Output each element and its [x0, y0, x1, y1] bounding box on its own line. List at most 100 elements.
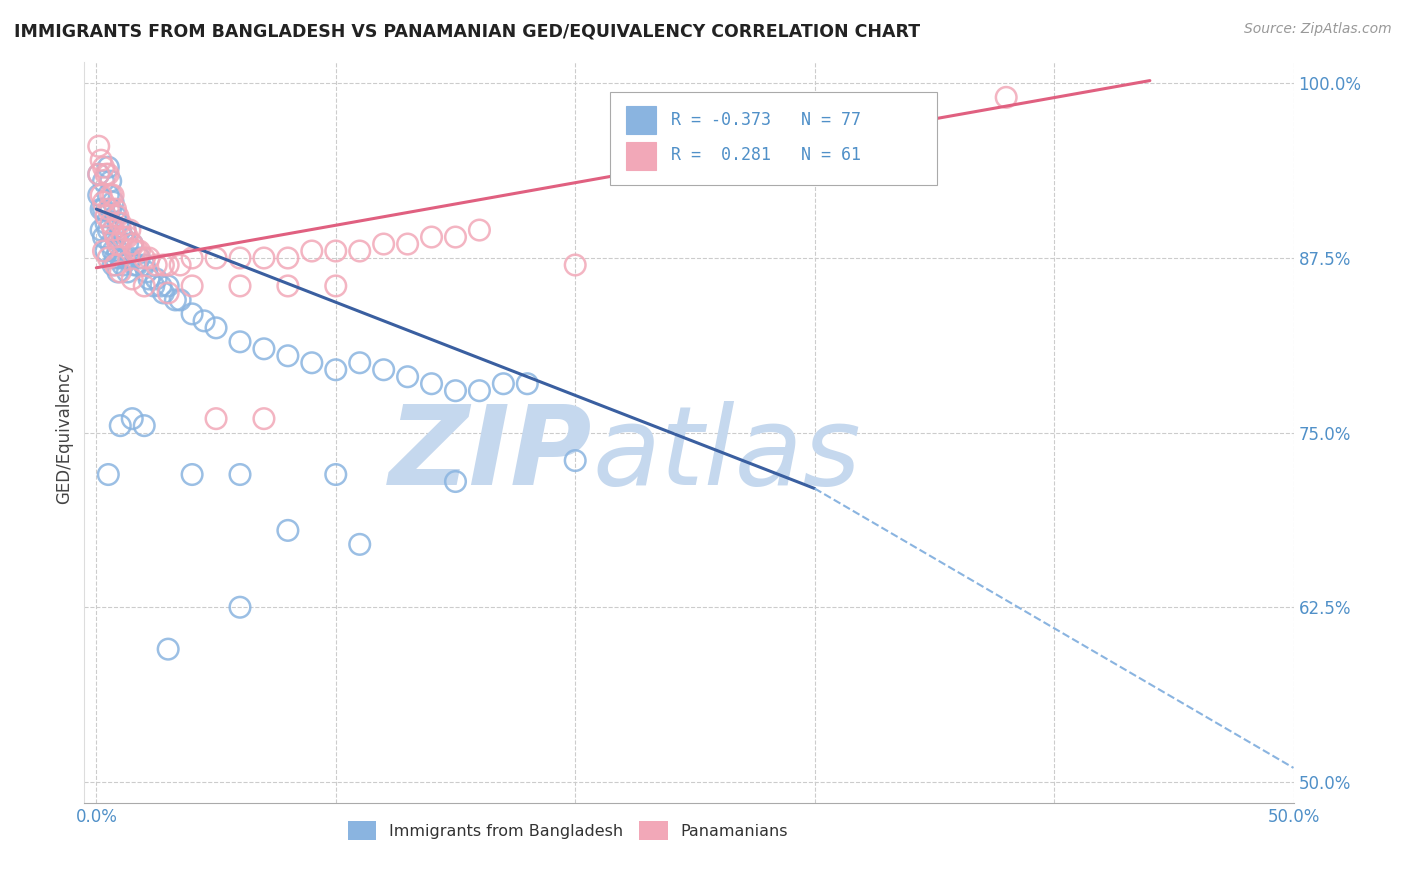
Point — [128, 251, 150, 265]
Legend: Immigrants from Bangladesh, Panamanians: Immigrants from Bangladesh, Panamanians — [342, 814, 794, 847]
Point — [373, 237, 395, 252]
Point — [110, 418, 132, 433]
Point — [564, 453, 586, 467]
Point — [104, 230, 127, 244]
Point — [301, 244, 323, 258]
Point — [94, 216, 117, 230]
Point — [205, 411, 228, 425]
Text: Source: ZipAtlas.com: Source: ZipAtlas.com — [1244, 22, 1392, 37]
Point — [301, 356, 323, 370]
Point — [157, 285, 180, 300]
Point — [117, 237, 139, 252]
Point — [97, 188, 120, 202]
Point — [181, 279, 204, 293]
Point — [94, 209, 117, 223]
Point — [325, 363, 347, 377]
Point — [93, 195, 115, 210]
Point — [90, 153, 112, 168]
Point — [325, 279, 347, 293]
Point — [101, 258, 124, 272]
Point — [349, 537, 371, 551]
Text: IMMIGRANTS FROM BANGLADESH VS PANAMANIAN GED/EQUIVALENCY CORRELATION CHART: IMMIGRANTS FROM BANGLADESH VS PANAMANIAN… — [14, 22, 920, 40]
Point — [100, 216, 122, 230]
Point — [114, 223, 136, 237]
Text: R =  0.281   N = 61: R = 0.281 N = 61 — [671, 146, 860, 164]
Point — [152, 285, 174, 300]
Point — [325, 244, 347, 258]
Point — [121, 272, 143, 286]
Point — [97, 467, 120, 482]
Point — [420, 230, 443, 244]
Point — [145, 272, 167, 286]
Point — [165, 293, 187, 307]
Point — [229, 279, 252, 293]
Point — [396, 237, 419, 252]
FancyBboxPatch shape — [610, 92, 936, 185]
Point — [97, 160, 120, 174]
Point — [93, 174, 115, 188]
Point — [100, 202, 122, 216]
Point — [93, 244, 115, 258]
Y-axis label: GED/Equivalency: GED/Equivalency — [55, 361, 73, 504]
Point — [277, 524, 299, 538]
Point — [134, 279, 156, 293]
Point — [125, 244, 148, 258]
Point — [995, 90, 1018, 104]
Point — [229, 467, 252, 482]
Point — [420, 376, 443, 391]
Bar — [626, 106, 657, 135]
Point — [101, 188, 124, 202]
Point — [111, 258, 134, 272]
Point — [205, 321, 228, 335]
Point — [492, 376, 515, 391]
Point — [101, 223, 124, 237]
Point — [229, 600, 252, 615]
Text: atlas: atlas — [592, 401, 860, 508]
Point — [157, 279, 180, 293]
Point — [114, 251, 136, 265]
Point — [138, 251, 160, 265]
Point — [118, 223, 141, 237]
Point — [101, 223, 124, 237]
Point — [90, 188, 112, 202]
Point — [124, 244, 146, 258]
Bar — [626, 142, 657, 169]
Point — [97, 167, 120, 181]
Point — [181, 251, 204, 265]
Point — [118, 251, 141, 265]
Point — [90, 202, 112, 216]
Point — [100, 237, 122, 252]
Point — [125, 258, 148, 272]
Point — [101, 195, 124, 210]
Point — [152, 258, 174, 272]
Point — [117, 230, 139, 244]
Point — [104, 202, 127, 216]
Point — [277, 251, 299, 265]
Point — [87, 139, 110, 153]
Point — [169, 258, 191, 272]
Point — [114, 223, 136, 237]
Point — [110, 265, 132, 279]
Point — [87, 167, 110, 181]
Point — [93, 202, 115, 216]
Point — [253, 411, 276, 425]
Point — [277, 349, 299, 363]
Point — [117, 265, 139, 279]
Point — [349, 356, 371, 370]
Point — [142, 279, 165, 293]
Point — [107, 244, 129, 258]
Point — [444, 384, 467, 398]
Point — [468, 384, 491, 398]
Point — [101, 244, 124, 258]
Point — [111, 230, 134, 244]
Point — [373, 363, 395, 377]
Point — [169, 293, 191, 307]
Point — [111, 230, 134, 244]
Point — [90, 223, 112, 237]
Point — [193, 314, 215, 328]
Point — [135, 265, 157, 279]
Point — [104, 251, 127, 265]
Point — [564, 258, 586, 272]
Text: ZIP: ZIP — [388, 401, 592, 508]
Point — [97, 223, 120, 237]
